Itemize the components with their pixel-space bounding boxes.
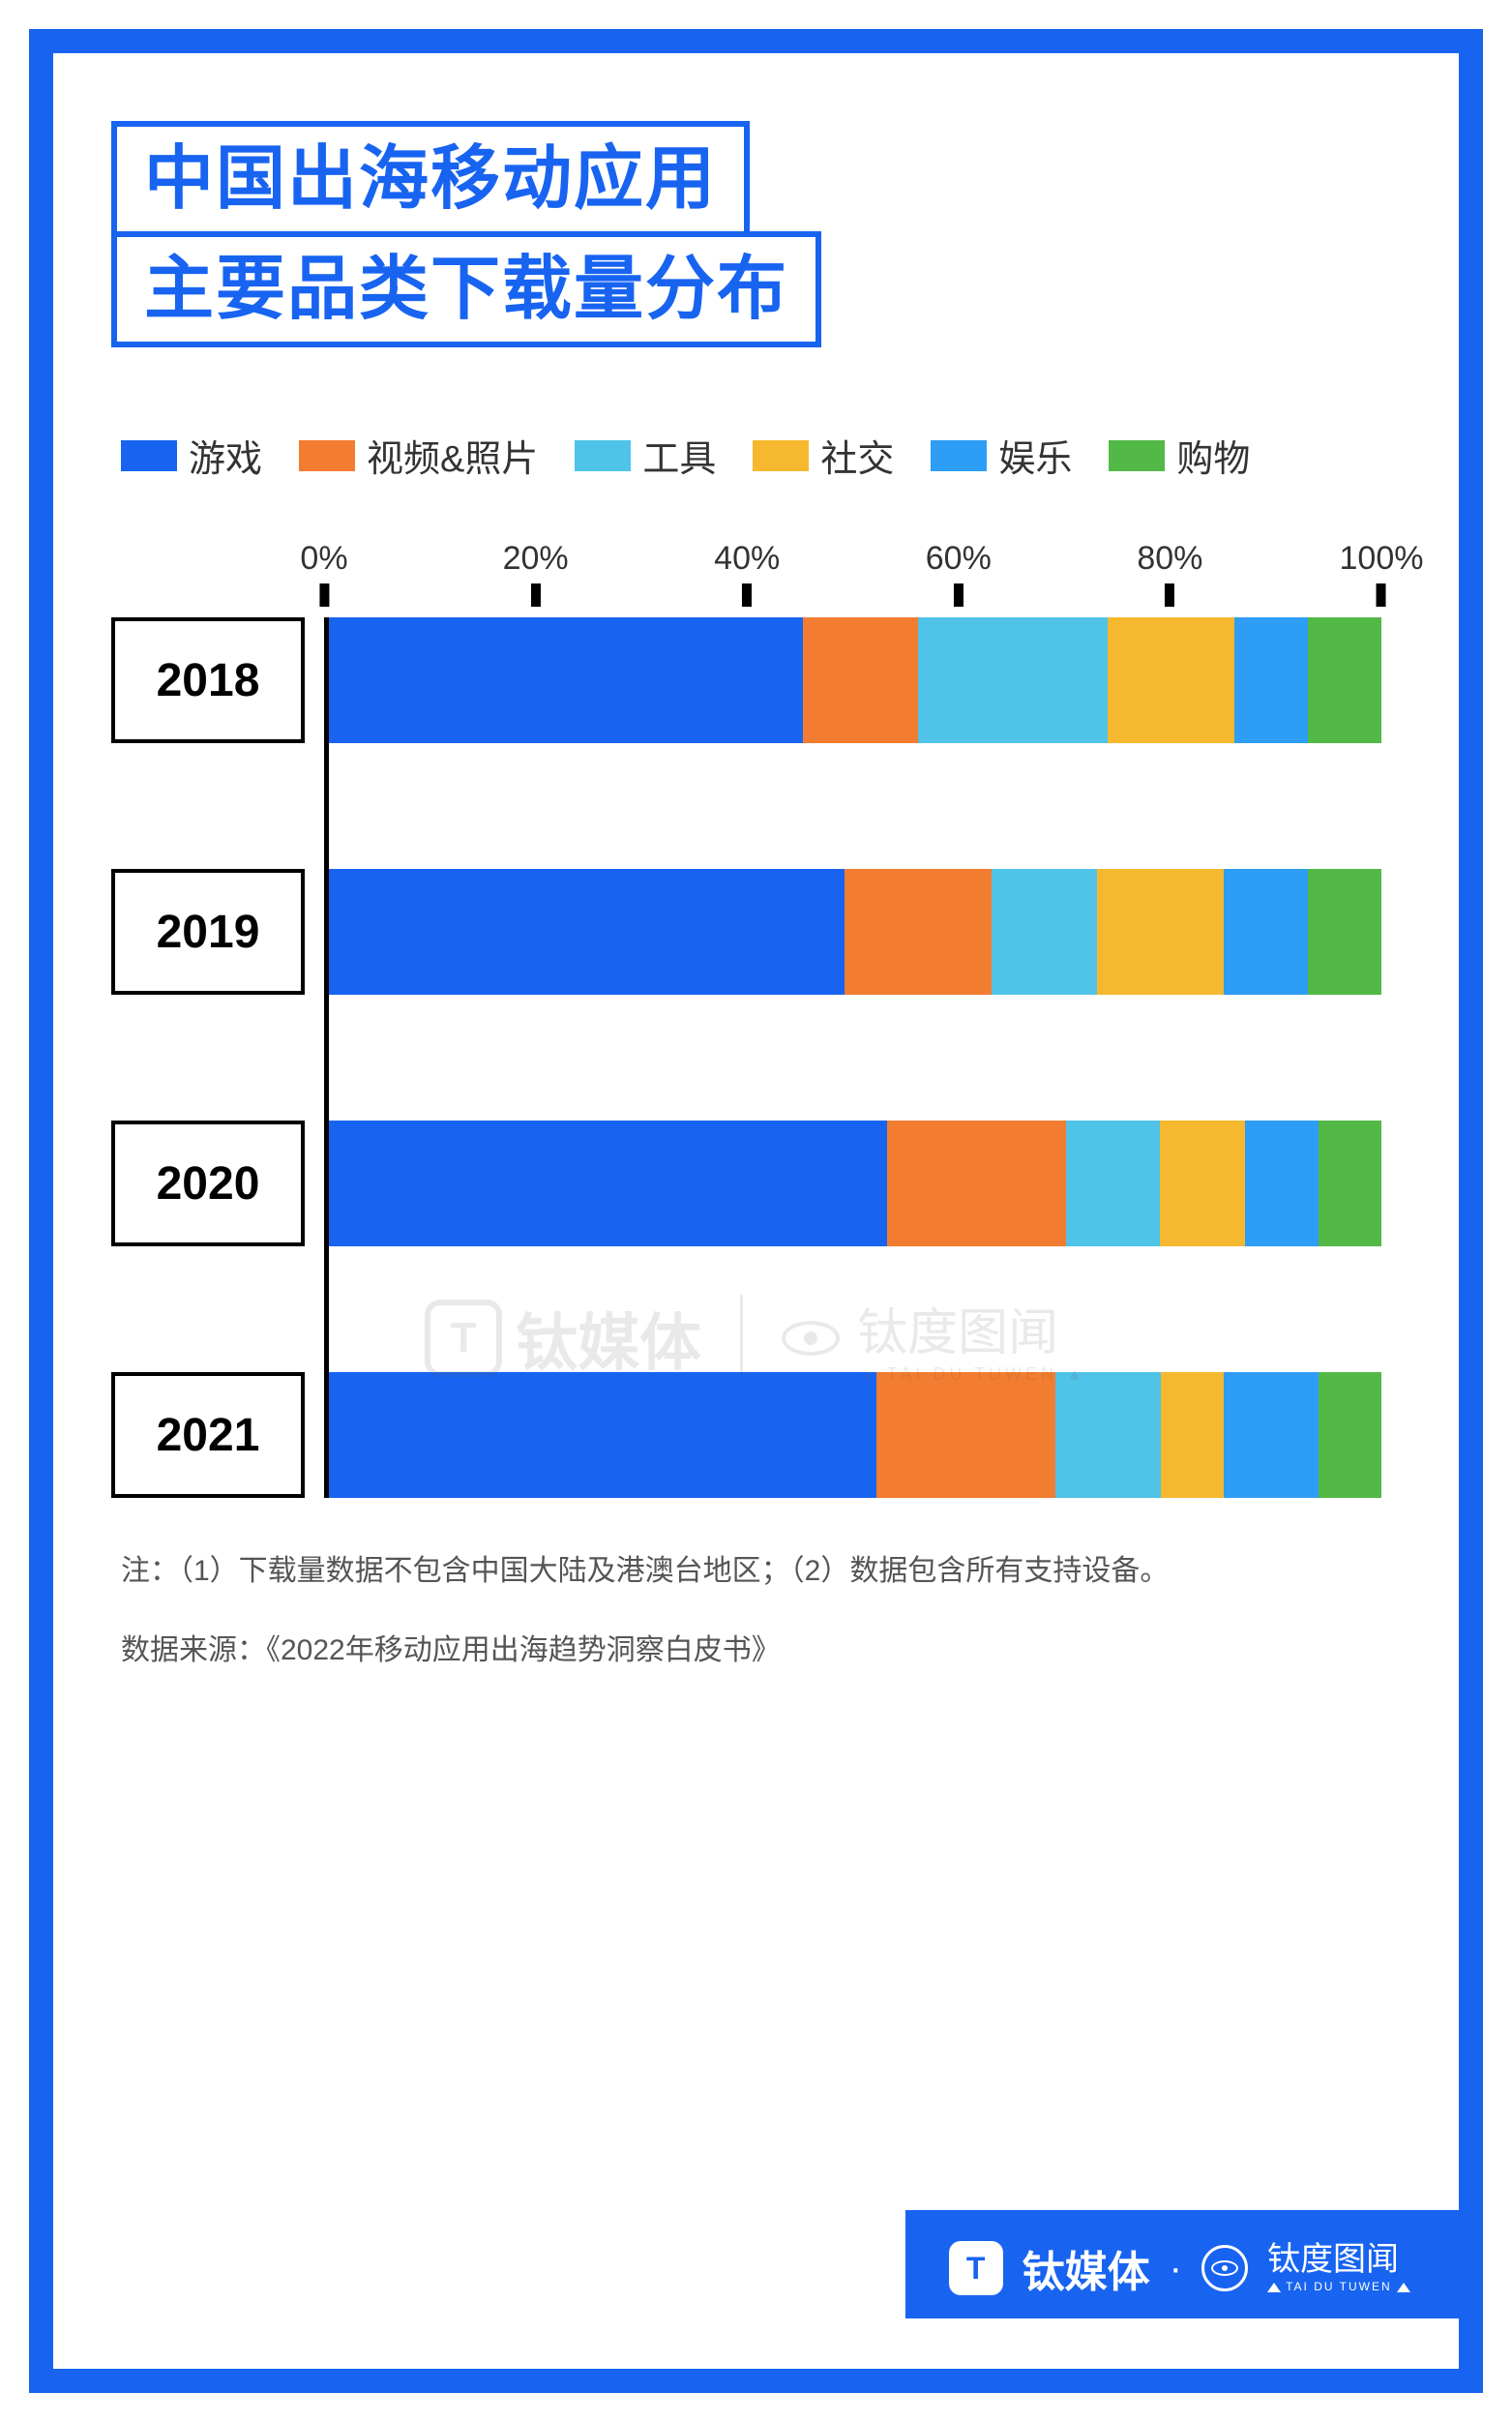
axis-tick: 0% — [300, 540, 347, 607]
legend-swatch — [931, 440, 987, 471]
footer-brand1: 钛媒体 — [1023, 2237, 1150, 2299]
footer-brand2-sub: TAI DU TUWEN — [1267, 2280, 1410, 2293]
bar-segment — [1319, 1372, 1381, 1498]
note-line-1: 注：（1）下载量数据不包含中国大陆及港澳台地区；（2）数据包含所有支持设备。 — [121, 1546, 1401, 1589]
outer-frame: 中国出海移动应用 主要品类下载量分布 游戏 视频&照片 工具 社交 娱乐 购物 0% 20%… — [29, 29, 1483, 2393]
bar-segment — [1066, 1121, 1161, 1246]
legend-swatch — [1109, 440, 1165, 471]
bar-segment — [329, 617, 803, 743]
legend-label: 游戏 — [189, 429, 262, 482]
title-row-2: 主要品类下载量分布 — [111, 231, 821, 347]
legend-label: 工具 — [642, 429, 716, 482]
legend-item: 视频&照片 — [299, 429, 538, 482]
axis-tick-mark — [1377, 583, 1386, 607]
bar-segment — [803, 617, 919, 743]
footer-eye-icon — [1211, 2260, 1238, 2276]
axis-tick: 20% — [503, 540, 569, 607]
axis-tick: 40% — [714, 540, 780, 607]
note-line-2: 数据来源：《2022年移动应用出海趋势洞察白皮书》 — [121, 1626, 1401, 1668]
footer-brand2: 钛度图闻 — [1267, 2243, 1399, 2276]
axis-tick-mark — [531, 583, 541, 607]
axis-tick-label: 100% — [1340, 540, 1424, 578]
bar-segment — [329, 1372, 876, 1498]
bar-segment — [329, 869, 845, 995]
year-label: 2021 — [111, 1372, 305, 1498]
legend-label: 娱乐 — [998, 429, 1072, 482]
bar-row: 2021 — [329, 1372, 1381, 1498]
bar-segment — [992, 869, 1097, 995]
chart-area: 0%20%40%60%80%100% 2018201920202021 — [111, 540, 1401, 1498]
bar-segment — [1308, 869, 1381, 995]
axis-tick: 60% — [926, 540, 992, 607]
legend-swatch — [753, 440, 809, 471]
legend-item: 社交 — [753, 429, 894, 482]
bars-container: 2018 2019 2020 2021 — [324, 617, 1381, 1498]
axis-tick-label: 20% — [503, 540, 569, 578]
legend-label: 购物 — [1176, 429, 1250, 482]
bar-segment — [1224, 1372, 1319, 1498]
bar-segment — [1108, 617, 1234, 743]
legend-item: 购物 — [1109, 429, 1250, 482]
axis-tick-mark — [742, 583, 752, 607]
axis-tick-label: 60% — [926, 540, 992, 578]
axis-tick: 80% — [1137, 540, 1202, 607]
legend-item: 游戏 — [121, 429, 262, 482]
axis-tick-label: 0% — [300, 540, 347, 578]
notes-block: 注：（1）下载量数据不包含中国大陆及港澳台地区；（2）数据包含所有支持设备。 数… — [111, 1546, 1401, 1668]
bar-segment — [1224, 869, 1308, 995]
bar-segment — [1161, 1372, 1224, 1498]
bar-segment — [329, 1121, 887, 1246]
axis-tick-mark — [319, 583, 329, 607]
legend-item: 娱乐 — [931, 429, 1072, 482]
x-axis: 0%20%40%60%80%100% — [324, 540, 1381, 617]
bar-segment — [1097, 869, 1224, 995]
year-label: 2018 — [111, 617, 305, 743]
axis-tick-mark — [954, 583, 964, 607]
bar-row: 2019 — [329, 869, 1381, 995]
bar-segment — [1160, 1121, 1244, 1246]
bar-segment — [876, 1372, 1055, 1498]
year-label: 2019 — [111, 869, 305, 995]
footer-badge: T 钛媒体 · 钛度图闻 TAI DU TUWEN — [905, 2210, 1459, 2318]
footer-right: 钛度图闻 TAI DU TUWEN — [1267, 2243, 1410, 2293]
bar-segment — [845, 869, 992, 995]
bar-segment — [1308, 617, 1381, 743]
title-line-1: 中国出海移动应用 — [144, 144, 717, 214]
bar-segment — [1234, 617, 1308, 743]
title-line-2: 主要品类下载量分布 — [144, 254, 788, 324]
axis-tick-label: 40% — [714, 540, 780, 578]
footer-logo-icon: T — [949, 2241, 1003, 2295]
legend-swatch — [575, 440, 631, 471]
legend-label: 视频&照片 — [367, 429, 538, 482]
bar-segment — [1055, 1372, 1161, 1498]
bar-row: 2020 — [329, 1121, 1381, 1246]
footer-eye-circle-icon — [1201, 2245, 1248, 2291]
year-label: 2020 — [111, 1121, 305, 1246]
axis-tick-mark — [1165, 583, 1174, 607]
bar-segment — [1319, 1121, 1381, 1246]
bar-segment — [887, 1121, 1066, 1246]
title-row-1: 中国出海移动应用 — [111, 121, 750, 237]
content-area: 中国出海移动应用 主要品类下载量分布 游戏 视频&照片 工具 社交 娱乐 购物 0% 20%… — [53, 53, 1459, 2369]
title-block: 中国出海移动应用 主要品类下载量分布 — [111, 121, 1401, 342]
legend-label: 社交 — [820, 429, 894, 482]
bar-row: 2018 — [329, 617, 1381, 743]
axis-tick-label: 80% — [1137, 540, 1202, 578]
axis-tick: 100% — [1340, 540, 1424, 607]
legend: 游戏 视频&照片 工具 社交 娱乐 购物 — [111, 429, 1401, 482]
bar-segment — [1245, 1121, 1319, 1246]
footer-dot: · — [1170, 2247, 1182, 2290]
bar-segment — [918, 617, 1108, 743]
legend-swatch — [121, 440, 177, 471]
legend-swatch — [299, 440, 355, 471]
legend-item: 工具 — [575, 429, 716, 482]
